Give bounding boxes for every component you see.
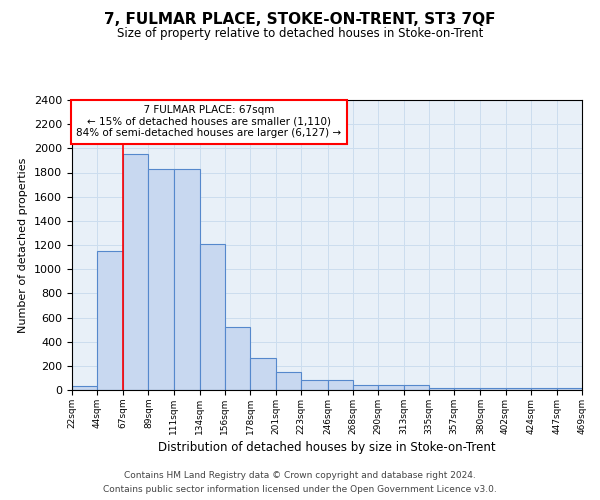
Bar <box>378 384 404 390</box>
Bar <box>429 388 454 390</box>
Bar <box>225 327 250 390</box>
Bar <box>97 251 124 390</box>
Bar <box>173 169 200 390</box>
Bar <box>506 388 530 390</box>
Bar <box>481 388 506 390</box>
Bar <box>404 385 429 390</box>
Text: Size of property relative to detached houses in Stoke-on-Trent: Size of property relative to detached ho… <box>117 28 483 40</box>
Text: 7 FULMAR PLACE: 67sqm  
← 15% of detached houses are smaller (1,110)
84% of semi: 7 FULMAR PLACE: 67sqm ← 15% of detached … <box>76 105 341 138</box>
Text: Contains HM Land Registry data © Crown copyright and database right 2024.: Contains HM Land Registry data © Crown c… <box>124 472 476 480</box>
Bar <box>530 388 557 390</box>
Bar <box>353 384 378 390</box>
Bar <box>200 244 225 390</box>
Text: Contains public sector information licensed under the Open Government Licence v3: Contains public sector information licen… <box>103 484 497 494</box>
Bar <box>328 380 353 390</box>
Bar <box>276 372 301 390</box>
Y-axis label: Number of detached properties: Number of detached properties <box>19 158 28 332</box>
Text: Distribution of detached houses by size in Stoke-on-Trent: Distribution of detached houses by size … <box>158 441 496 454</box>
Bar <box>72 386 97 390</box>
Text: 7, FULMAR PLACE, STOKE-ON-TRENT, ST3 7QF: 7, FULMAR PLACE, STOKE-ON-TRENT, ST3 7QF <box>104 12 496 28</box>
Bar <box>301 380 328 390</box>
Bar <box>454 388 481 390</box>
Bar <box>557 388 582 390</box>
Bar <box>250 358 276 390</box>
Bar <box>124 154 148 390</box>
Bar <box>148 169 173 390</box>
